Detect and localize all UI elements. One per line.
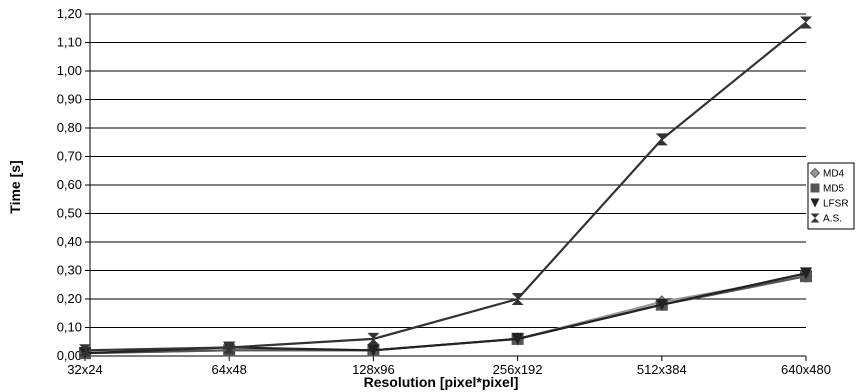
data-point [79, 344, 91, 357]
y-tick-label: 1,20 [57, 6, 82, 21]
grid-lines [90, 13, 806, 357]
axes [84, 13, 807, 361]
y-tick-label: 1,10 [57, 35, 82, 50]
x-tick-label: 640x480 [781, 362, 831, 377]
series-a-s- [79, 16, 812, 357]
legend-label: MD4 [823, 169, 845, 180]
x-tick-labels: 32x24 64x48 128x96 256x192 512x384 640x480 [67, 362, 831, 377]
y-tick-label: 0,80 [57, 120, 82, 135]
x-axis-title: Resolution [pixel*pixel] [364, 374, 519, 390]
series-line [84, 272, 807, 355]
y-tick-label: 1,00 [57, 63, 82, 78]
legend-marker [810, 198, 820, 208]
series-line [84, 275, 807, 355]
series-line [84, 21, 807, 352]
y-axis-title: Time [s] [7, 160, 23, 213]
x-tick-label: 512x384 [637, 362, 687, 377]
y-tick-label: 0,10 [57, 320, 82, 335]
legend-marker [810, 183, 820, 193]
x-tick-label: 256x192 [493, 362, 543, 377]
legend: MD4 MD5 LFSR A.S. [807, 162, 855, 230]
y-tick-labels: 0,00 0,10 0,20 0,30 0,40 0,50 0,60 0,70 0,80 0,90… [57, 6, 82, 363]
legend-label: A.S. [823, 214, 842, 225]
data-point [800, 267, 812, 280]
data-point [223, 341, 236, 354]
y-tick-label: 0,00 [57, 348, 82, 363]
legend-marker [810, 213, 820, 223]
y-tick-label: 0,60 [57, 177, 82, 192]
x-tick-label: 128x96 [352, 362, 395, 377]
data-point [511, 293, 524, 305]
series-lfsr [79, 267, 812, 360]
y-tick-label: 0,20 [57, 291, 82, 306]
y-tick-label: 0,50 [57, 206, 82, 221]
legend-label: LFSR [823, 199, 849, 210]
series-md5 [79, 270, 812, 360]
y-tick-label: 0,30 [57, 263, 82, 278]
x-tick-label: 64x48 [211, 362, 246, 377]
y-tick-label: 0,90 [57, 92, 82, 107]
data-point [367, 344, 380, 357]
data-point [511, 332, 524, 345]
series-group [78, 16, 813, 360]
legend-label: MD5 [823, 184, 845, 195]
y-tick-label: 0,70 [57, 149, 82, 164]
series-line [84, 275, 807, 355]
series-md4 [78, 269, 813, 360]
data-point [367, 332, 380, 345]
data-point [655, 133, 668, 146]
legend-marker [809, 167, 821, 179]
data-point [800, 16, 812, 29]
x-tick-label: 32x24 [67, 362, 102, 377]
y-tick-label: 0,40 [57, 234, 82, 249]
data-point [655, 298, 668, 311]
